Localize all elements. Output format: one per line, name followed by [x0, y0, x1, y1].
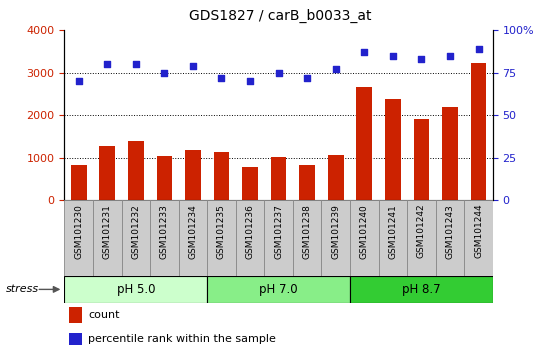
- Text: GSM101235: GSM101235: [217, 204, 226, 259]
- Bar: [442, 107, 458, 200]
- Bar: [407, 200, 436, 276]
- Point: [103, 61, 112, 67]
- Bar: [213, 152, 230, 200]
- Text: GSM101241: GSM101241: [388, 204, 398, 258]
- Bar: [185, 150, 201, 200]
- Bar: [207, 276, 350, 303]
- Bar: [69, 307, 82, 324]
- Point: [131, 61, 140, 67]
- Point: [474, 46, 483, 52]
- Bar: [328, 155, 344, 200]
- Bar: [207, 200, 236, 276]
- Text: GSM101231: GSM101231: [102, 204, 112, 259]
- Text: GSM101244: GSM101244: [474, 204, 483, 258]
- Text: GSM101232: GSM101232: [131, 204, 141, 258]
- Point: [74, 78, 83, 84]
- Bar: [436, 200, 464, 276]
- Text: stress: stress: [6, 284, 39, 295]
- Bar: [299, 165, 315, 200]
- Bar: [356, 87, 372, 200]
- Text: pH 8.7: pH 8.7: [402, 283, 441, 296]
- Text: pH 5.0: pH 5.0: [116, 283, 155, 296]
- Point: [417, 56, 426, 62]
- Bar: [71, 165, 87, 200]
- Text: GSM101237: GSM101237: [274, 204, 283, 259]
- Text: percentile rank within the sample: percentile rank within the sample: [88, 333, 276, 344]
- Bar: [64, 200, 93, 276]
- Point: [446, 53, 455, 58]
- Bar: [413, 119, 430, 200]
- Bar: [293, 200, 321, 276]
- Text: GSM101240: GSM101240: [360, 204, 369, 258]
- Bar: [156, 156, 172, 200]
- Text: GDS1827 / carB_b0033_at: GDS1827 / carB_b0033_at: [189, 9, 371, 23]
- Text: GSM101230: GSM101230: [74, 204, 83, 259]
- Bar: [350, 276, 493, 303]
- Point: [331, 66, 340, 72]
- Bar: [99, 146, 115, 200]
- Text: GSM101238: GSM101238: [302, 204, 312, 259]
- Text: GSM101239: GSM101239: [331, 204, 340, 259]
- Point: [160, 70, 169, 75]
- Bar: [242, 167, 258, 200]
- Text: GSM101233: GSM101233: [160, 204, 169, 259]
- Bar: [150, 200, 179, 276]
- Text: GSM101234: GSM101234: [188, 204, 198, 258]
- Text: GSM101242: GSM101242: [417, 204, 426, 258]
- Bar: [379, 200, 407, 276]
- Point: [388, 53, 397, 58]
- Bar: [270, 157, 287, 200]
- Point: [217, 75, 226, 80]
- Bar: [64, 276, 207, 303]
- Point: [274, 70, 283, 75]
- Point: [302, 75, 311, 80]
- Text: count: count: [88, 310, 119, 320]
- Point: [245, 78, 254, 84]
- Text: GSM101243: GSM101243: [445, 204, 455, 258]
- Point: [188, 63, 198, 69]
- Text: GSM101236: GSM101236: [245, 204, 255, 259]
- Bar: [321, 200, 350, 276]
- Bar: [350, 200, 379, 276]
- Point: [360, 49, 368, 55]
- Bar: [93, 200, 122, 276]
- Bar: [464, 200, 493, 276]
- Text: pH 7.0: pH 7.0: [259, 283, 298, 296]
- Bar: [264, 200, 293, 276]
- Bar: [128, 141, 144, 200]
- Bar: [385, 99, 401, 200]
- Bar: [122, 200, 150, 276]
- Bar: [236, 200, 264, 276]
- Bar: [179, 200, 207, 276]
- Bar: [69, 333, 82, 345]
- Bar: [470, 63, 487, 200]
